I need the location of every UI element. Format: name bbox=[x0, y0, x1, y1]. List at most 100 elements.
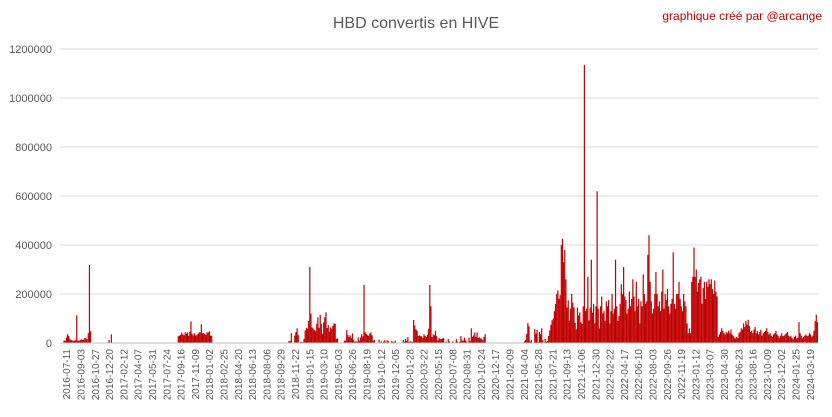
bar bbox=[181, 332, 183, 343]
bar bbox=[470, 328, 472, 343]
bar bbox=[86, 339, 88, 343]
bar bbox=[724, 334, 726, 343]
bar bbox=[534, 329, 536, 343]
bar bbox=[747, 319, 749, 343]
bar bbox=[680, 306, 682, 343]
bar bbox=[85, 338, 87, 343]
bar bbox=[326, 328, 328, 343]
bar bbox=[748, 325, 750, 343]
bar bbox=[568, 320, 570, 343]
bar bbox=[781, 333, 783, 343]
bar bbox=[709, 284, 711, 343]
bar bbox=[576, 307, 579, 343]
bar bbox=[468, 337, 470, 343]
bar bbox=[573, 307, 575, 343]
bar bbox=[466, 341, 468, 343]
bar bbox=[726, 333, 729, 343]
bar bbox=[424, 335, 426, 343]
bar bbox=[625, 300, 627, 343]
x-tick-label: 2021-02-09 bbox=[506, 349, 517, 401]
bar bbox=[178, 335, 181, 343]
bar bbox=[783, 335, 785, 343]
bar bbox=[73, 340, 76, 343]
bar bbox=[66, 334, 69, 343]
x-tick-label: 2016-07-11 bbox=[62, 349, 73, 400]
bar bbox=[539, 334, 542, 343]
bar bbox=[564, 249, 566, 343]
bar bbox=[699, 279, 701, 343]
bar bbox=[189, 331, 191, 343]
bar bbox=[557, 290, 559, 343]
bar bbox=[782, 336, 784, 343]
bar bbox=[593, 303, 595, 343]
bar bbox=[746, 324, 748, 343]
bar bbox=[713, 294, 715, 343]
bar bbox=[676, 294, 678, 343]
bar bbox=[65, 337, 67, 343]
bar bbox=[313, 330, 316, 343]
bar bbox=[627, 308, 629, 343]
bar bbox=[635, 281, 637, 343]
bar bbox=[639, 323, 641, 343]
x-tick-label: 2018-02-25 bbox=[219, 349, 230, 401]
bar bbox=[185, 333, 187, 343]
x-tick-label: 2017-02-12 bbox=[119, 349, 130, 401]
bar bbox=[318, 327, 320, 343]
bar bbox=[416, 330, 418, 343]
bar bbox=[179, 334, 182, 343]
bar bbox=[763, 331, 765, 343]
bar bbox=[732, 335, 734, 343]
bar bbox=[476, 332, 478, 343]
bar bbox=[344, 340, 347, 343]
bar bbox=[542, 340, 544, 343]
bar bbox=[78, 340, 80, 343]
bar bbox=[633, 296, 635, 343]
bar bbox=[743, 323, 745, 343]
bar bbox=[773, 334, 775, 343]
bar bbox=[670, 303, 672, 343]
bar bbox=[738, 333, 740, 343]
bar bbox=[767, 331, 769, 343]
bar bbox=[414, 325, 416, 343]
bar bbox=[683, 294, 685, 343]
bar bbox=[548, 335, 550, 343]
bar bbox=[580, 322, 582, 343]
bar bbox=[694, 276, 696, 343]
bar bbox=[205, 334, 207, 343]
chart-title: HBD convertis en HIVE bbox=[333, 15, 499, 32]
bar bbox=[671, 298, 673, 343]
bar bbox=[569, 308, 572, 343]
bar bbox=[759, 331, 761, 343]
bar bbox=[448, 341, 451, 343]
bar bbox=[646, 301, 648, 343]
bar bbox=[714, 280, 716, 343]
bar bbox=[211, 335, 213, 343]
y-tick-label: 400000 bbox=[15, 240, 52, 252]
x-tick-label: 2023-04-30 bbox=[720, 349, 731, 401]
bar bbox=[641, 306, 643, 343]
x-tick-label: 2019-10-12 bbox=[377, 349, 388, 401]
bar bbox=[785, 333, 787, 343]
x-tick-label: 2017-07-24 bbox=[162, 349, 173, 401]
x-tick-label: 2021-07-21 bbox=[548, 349, 559, 401]
bar bbox=[378, 339, 380, 343]
bar bbox=[541, 328, 543, 343]
bar bbox=[434, 330, 437, 343]
bar bbox=[739, 331, 741, 343]
bar bbox=[483, 336, 485, 343]
x-tick-label: 2019-03-10 bbox=[320, 349, 331, 401]
x-tick-label: 2022-02-22 bbox=[606, 349, 617, 401]
bar bbox=[406, 340, 408, 343]
bar bbox=[784, 334, 786, 343]
bar bbox=[368, 335, 370, 343]
x-tick-label: 2022-09-26 bbox=[663, 349, 674, 401]
bar bbox=[203, 332, 205, 343]
bar bbox=[369, 333, 371, 343]
bar bbox=[71, 340, 73, 343]
bar bbox=[289, 341, 291, 343]
bar bbox=[624, 296, 626, 343]
bar bbox=[299, 341, 302, 343]
bar bbox=[303, 338, 305, 343]
bar bbox=[415, 329, 417, 343]
x-tick-label: 2017-05-31 bbox=[148, 349, 159, 401]
